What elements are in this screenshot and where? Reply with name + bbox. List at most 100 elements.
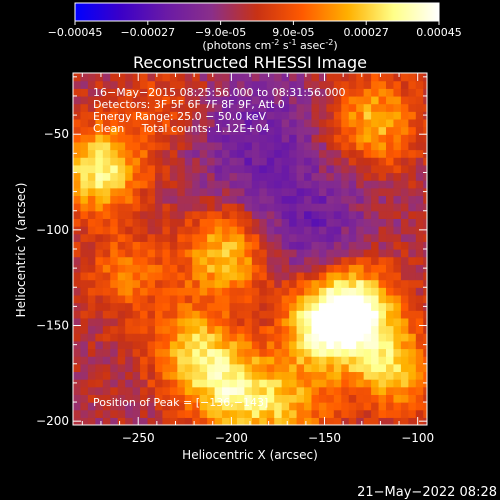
heatmap-cell <box>192 88 201 97</box>
heatmap-cell <box>95 118 104 128</box>
heatmap-cell <box>147 249 156 258</box>
heatmap-cell <box>73 80 82 89</box>
heatmap-cell <box>207 249 216 258</box>
heatmap-cell <box>222 279 231 288</box>
heatmap-cell <box>140 310 149 319</box>
heatmap-cell <box>154 88 164 97</box>
heatmap-cell <box>408 256 417 265</box>
heatmap-cell <box>296 340 305 350</box>
heatmap-cell <box>363 394 372 403</box>
heatmap-cell <box>80 73 89 82</box>
heatmap-cell <box>423 348 427 357</box>
heatmap-cell <box>371 241 380 250</box>
heatmap-cell <box>356 417 365 425</box>
heatmap-cell <box>296 409 305 418</box>
heatmap-cell <box>154 348 164 357</box>
heatmap-cell <box>132 325 141 334</box>
heatmap-cell <box>244 302 253 311</box>
heatmap-cell <box>266 226 275 235</box>
heatmap-cell <box>73 172 82 181</box>
heatmap-cell <box>95 333 104 342</box>
heatmap-cell <box>326 264 335 273</box>
heatmap-cell <box>80 325 89 334</box>
heatmap-cell <box>296 134 305 143</box>
heatmap-cell <box>304 333 313 342</box>
heatmap-cell <box>371 371 380 380</box>
heatmap-cell <box>184 111 193 120</box>
heatmap-cell <box>326 249 335 258</box>
heatmap-cell <box>408 95 417 105</box>
heatmap-cell <box>125 394 134 403</box>
heatmap-cell <box>192 371 201 380</box>
heatmap-cell <box>244 386 253 395</box>
heatmap-cell <box>274 103 283 112</box>
y-tick-label: −200 <box>36 414 69 428</box>
heatmap-cell <box>423 249 427 258</box>
heatmap-cell <box>199 325 208 334</box>
heatmap-cell <box>177 226 186 235</box>
heatmap-cell <box>274 241 283 250</box>
heatmap-cell <box>207 279 216 288</box>
heatmap-cell <box>386 241 395 250</box>
heatmap-cell <box>378 180 387 189</box>
heatmap-cell <box>73 333 82 342</box>
heatmap-cell <box>102 363 111 373</box>
heatmap-cell <box>102 195 111 204</box>
heatmap-cell <box>184 95 193 105</box>
heatmap-cell <box>341 88 350 97</box>
heatmap-cell <box>393 302 402 311</box>
heatmap-cell <box>236 187 246 197</box>
heatmap-cell <box>95 226 104 235</box>
heatmap-cell <box>356 134 365 143</box>
heatmap-cell <box>408 157 417 166</box>
heatmap-cell <box>304 386 313 395</box>
heatmap-cell <box>356 187 365 197</box>
heatmap-cell <box>87 141 96 151</box>
heatmap-cell <box>162 118 171 128</box>
heatmap-cell <box>117 386 126 395</box>
heatmap-cell <box>318 386 327 395</box>
heatmap-cell <box>311 226 320 235</box>
heatmap-cell <box>110 356 119 365</box>
heatmap-cell <box>259 409 268 418</box>
heatmap-cell <box>348 172 357 181</box>
heatmap-cell <box>140 210 149 219</box>
heatmap-cell <box>140 149 149 158</box>
heatmap-cell <box>281 417 290 425</box>
heatmap-image <box>73 73 427 425</box>
heatmap-cell <box>207 226 216 235</box>
heatmap-cell <box>199 294 208 304</box>
heatmap-cell <box>333 157 342 166</box>
heatmap-cell <box>214 256 223 265</box>
heatmap-cell <box>154 111 164 120</box>
heatmap-cell <box>393 409 402 418</box>
heatmap-cell <box>274 340 283 350</box>
heatmap-cell <box>266 271 275 281</box>
heatmap-cell <box>304 233 313 242</box>
heatmap-cell <box>304 187 313 197</box>
heatmap-cell <box>199 141 208 151</box>
heatmap-cell <box>125 256 134 265</box>
heatmap-cell <box>177 126 186 135</box>
heatmap-cell <box>378 394 387 403</box>
heatmap-cell <box>348 294 357 304</box>
heatmap-cell <box>229 95 238 105</box>
heatmap-cell <box>393 371 402 380</box>
heatmap-cell <box>415 187 424 197</box>
heatmap-cell <box>236 294 246 304</box>
heatmap-cell <box>311 73 320 82</box>
heatmap-cell <box>348 157 357 166</box>
heatmap-cell <box>244 203 253 212</box>
heatmap-cell <box>199 118 208 128</box>
heatmap-cell <box>400 264 409 273</box>
heatmap-cell <box>132 88 141 97</box>
heatmap-cell <box>169 95 178 105</box>
heatmap-cell <box>363 73 372 82</box>
heatmap-cell <box>154 241 164 250</box>
heatmap-cell <box>408 149 417 158</box>
heatmap-cell <box>110 379 119 388</box>
heatmap-cell <box>110 310 119 319</box>
heatmap-cell <box>281 409 290 418</box>
heatmap-cell <box>236 195 246 204</box>
heatmap-cell <box>400 203 409 212</box>
